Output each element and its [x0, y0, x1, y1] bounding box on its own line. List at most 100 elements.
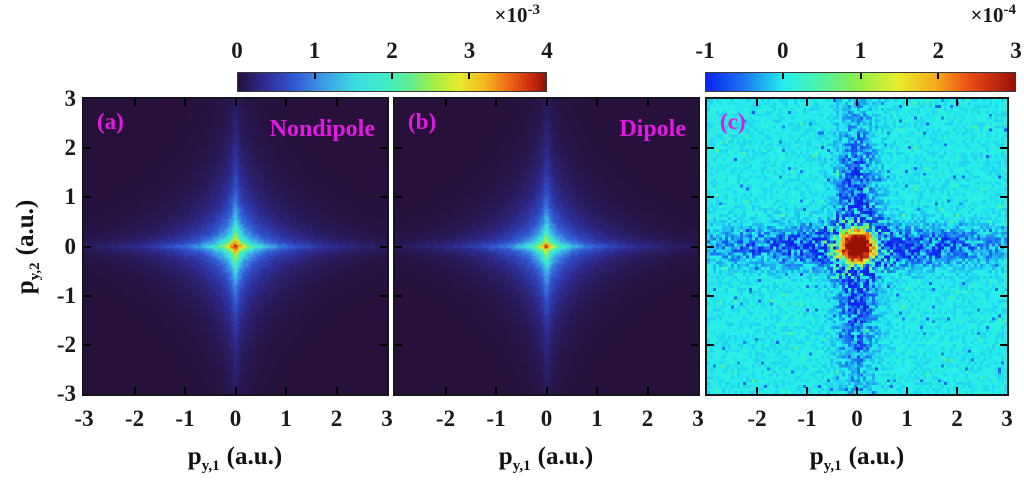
x-tick-label: 3	[692, 406, 704, 431]
x-tick-label: -3	[74, 406, 94, 431]
y-tick-mark	[395, 344, 402, 346]
panel-a: (a) Nondipole	[82, 97, 389, 396]
y-tick-label: 0	[64, 233, 77, 259]
x-tick-mark	[756, 387, 758, 394]
x-tick-mark	[647, 99, 649, 106]
y-tick-mark	[84, 147, 91, 149]
x-axis-symbol: p	[809, 443, 824, 470]
x-tick-mark	[546, 99, 548, 106]
y-tick-mark	[1000, 246, 1007, 248]
y-tick-mark	[380, 147, 387, 149]
colorbar-tick-label: 3	[1010, 38, 1022, 63]
colorbar-tick-label: 2	[386, 38, 398, 63]
y-tick-mark	[395, 295, 402, 297]
x-tick-mark	[956, 387, 958, 394]
x-tick-mark	[856, 99, 858, 106]
colorbar-tick-mark	[860, 73, 862, 79]
colorbar-tick-label: -1	[695, 38, 715, 63]
y-tick-mark	[1000, 196, 1007, 198]
colorbar-tick-label: 0	[231, 38, 243, 63]
x-axis-unit: (a.u.)	[537, 443, 594, 470]
x-tick-label: -2	[435, 406, 456, 431]
y-tick-label: 1	[64, 184, 77, 210]
y-tick-mark	[691, 246, 698, 248]
x-tick-label: 0	[229, 406, 242, 431]
x-tick-label: 3	[381, 406, 393, 431]
y-tick-mark	[1000, 344, 1007, 346]
colorbar-tick-label: 3	[463, 38, 476, 63]
x-axis-title-c: py,1 (a.u.)	[810, 443, 904, 475]
x-axis-subscript: y,1	[201, 458, 220, 474]
x-tick-mark	[596, 99, 598, 106]
y-tick-mark	[691, 344, 698, 346]
x-axis-subscript: y,1	[823, 458, 842, 474]
heatmap-nondipole	[84, 99, 387, 394]
y-tick-mark	[84, 246, 91, 248]
x-tick-mark	[285, 99, 287, 106]
x-axis-symbol: p	[498, 443, 513, 470]
x-tick-mark	[596, 387, 598, 394]
colorbar-tick-label: 0	[777, 38, 789, 63]
x-tick-label: 2	[330, 406, 343, 431]
panel-b: (b) Dipole	[393, 97, 700, 396]
heatmap-difference	[707, 99, 1007, 394]
annotation-nondipole: Nondipole	[269, 116, 375, 142]
heatmap-dipole	[395, 99, 698, 394]
panel-label-a: (a)	[97, 109, 124, 134]
exponent-power: -4	[1003, 2, 1017, 18]
colorbar-tick-mark	[782, 73, 784, 79]
y-axis-subscript: y,2	[27, 262, 43, 281]
y-tick-mark	[395, 246, 402, 248]
colorbar-probability	[237, 72, 547, 92]
x-axis-subscript: y,1	[512, 458, 531, 474]
y-tick-mark	[380, 246, 387, 248]
x-tick-label: 1	[280, 406, 292, 431]
y-tick-mark	[707, 344, 714, 346]
x-tick-mark	[806, 99, 808, 106]
y-tick-label: -2	[56, 331, 76, 357]
x-tick-mark	[184, 387, 186, 394]
colorbar-tick-mark	[391, 73, 393, 79]
y-tick-mark	[707, 295, 714, 297]
y-tick-mark	[691, 147, 698, 149]
y-tick-mark	[84, 295, 91, 297]
y-tick-mark	[691, 196, 698, 198]
x-tick-mark	[906, 387, 908, 394]
y-tick-mark	[84, 344, 91, 346]
colorbar-tick-label: 2	[932, 38, 945, 63]
x-tick-mark	[134, 99, 136, 106]
exponent-power: -3	[527, 2, 541, 18]
x-axis-unit: (a.u.)	[226, 443, 283, 470]
y-tick-mark	[1000, 295, 1007, 297]
x-tick-mark	[235, 387, 237, 394]
y-tick-mark	[707, 147, 714, 149]
x-tick-label: 1	[591, 406, 603, 431]
x-tick-label: 0	[540, 406, 553, 431]
y-tick-label: 2	[64, 135, 77, 161]
x-tick-label: -2	[124, 406, 145, 431]
x-tick-label: 1	[901, 406, 913, 431]
y-tick-mark	[395, 196, 402, 198]
x-tick-mark	[134, 387, 136, 394]
x-tick-mark	[336, 99, 338, 106]
y-tick-mark	[1000, 147, 1007, 149]
x-tick-mark	[756, 99, 758, 106]
y-tick-mark	[380, 344, 387, 346]
panel-label-b: (b)	[408, 109, 437, 134]
x-tick-mark	[546, 387, 548, 394]
colorbar-tick-mark	[468, 73, 470, 79]
colorbar-tick-mark	[314, 73, 316, 79]
x-tick-mark	[495, 99, 497, 106]
y-tick-mark	[380, 196, 387, 198]
y-tick-mark	[707, 246, 714, 248]
x-tick-mark	[906, 99, 908, 106]
exponent-base: ×10	[494, 3, 528, 27]
y-tick-mark	[380, 295, 387, 297]
y-tick-mark	[691, 295, 698, 297]
x-tick-label: -1	[486, 406, 506, 431]
colorbar-tick-label: 1	[854, 38, 867, 63]
x-tick-label: 3	[1001, 406, 1013, 431]
y-tick-mark	[395, 147, 402, 149]
x-axis-unit: (a.u.)	[848, 443, 905, 470]
